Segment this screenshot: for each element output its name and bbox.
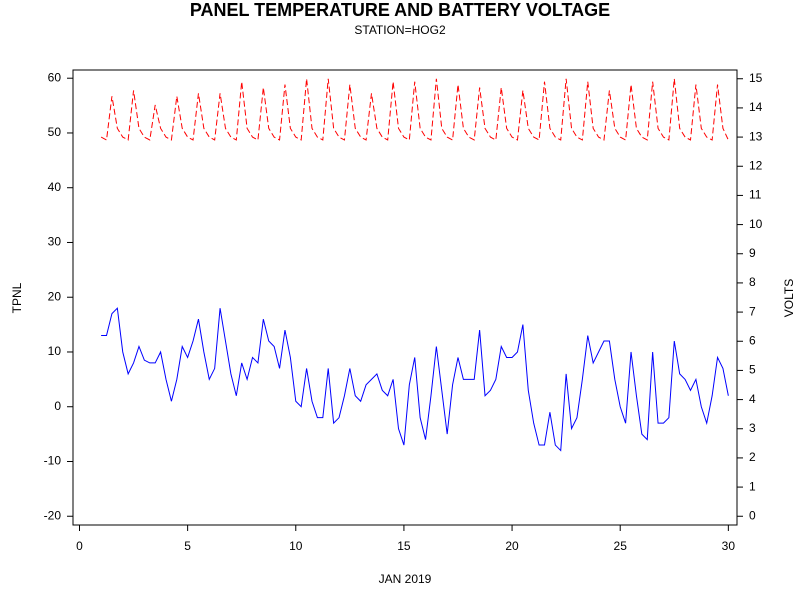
- y2-tick-label: 8: [749, 275, 756, 289]
- y-tick-label: 10: [48, 344, 62, 358]
- y2-tick-label: 6: [749, 333, 756, 347]
- y2-tick-label: 5: [749, 363, 756, 377]
- y2-tick-label: 2: [749, 450, 756, 464]
- x-tick-label: 5: [184, 539, 191, 553]
- y-axis-label: TPNL: [10, 282, 24, 313]
- y2-tick-label: 7: [749, 304, 756, 318]
- y-tick-label: 20: [48, 289, 62, 303]
- x-tick-label: 0: [76, 539, 83, 553]
- y2-axis-label: VOLTS: [782, 279, 796, 317]
- y-tick-label: 30: [48, 235, 62, 249]
- y2-tick-label: 3: [749, 421, 756, 435]
- x-tick-label: 20: [505, 539, 519, 553]
- y-tick-label: -10: [44, 454, 62, 468]
- y2-tick-label: 10: [749, 217, 763, 231]
- y2-tick-label: 13: [749, 129, 763, 143]
- chart-title: PANEL TEMPERATURE AND BATTERY VOLTAGE: [190, 0, 610, 20]
- y2-tick-label: 15: [749, 71, 763, 85]
- y2-tick-label: 9: [749, 246, 756, 260]
- y-tick-label: 60: [48, 70, 62, 84]
- plot-frame: [72, 69, 738, 526]
- y2-tick-label: 1: [749, 479, 756, 493]
- y-tick-label: 40: [48, 180, 62, 194]
- x-axis-label: JAN 2019: [379, 572, 432, 586]
- y2-tick-label: 4: [749, 392, 756, 406]
- x-tick-label: 15: [397, 539, 411, 553]
- y2-tick-label: 14: [749, 100, 763, 114]
- series-line: [101, 307, 729, 452]
- x-tick-label: 30: [722, 539, 736, 553]
- x-tick-label: 10: [289, 539, 303, 553]
- y-tick-label: -20: [44, 508, 62, 522]
- y2-tick-label: 12: [749, 158, 763, 172]
- y-tick-label: 0: [54, 399, 61, 413]
- series-line: [100, 78, 729, 141]
- y-tick-label: 50: [48, 125, 62, 139]
- chart-subtitle: STATION=HOG2: [354, 23, 446, 37]
- x-tick-label: 25: [614, 539, 628, 553]
- y2-tick-label: 0: [749, 508, 756, 522]
- y2-tick-label: 11: [749, 188, 762, 202]
